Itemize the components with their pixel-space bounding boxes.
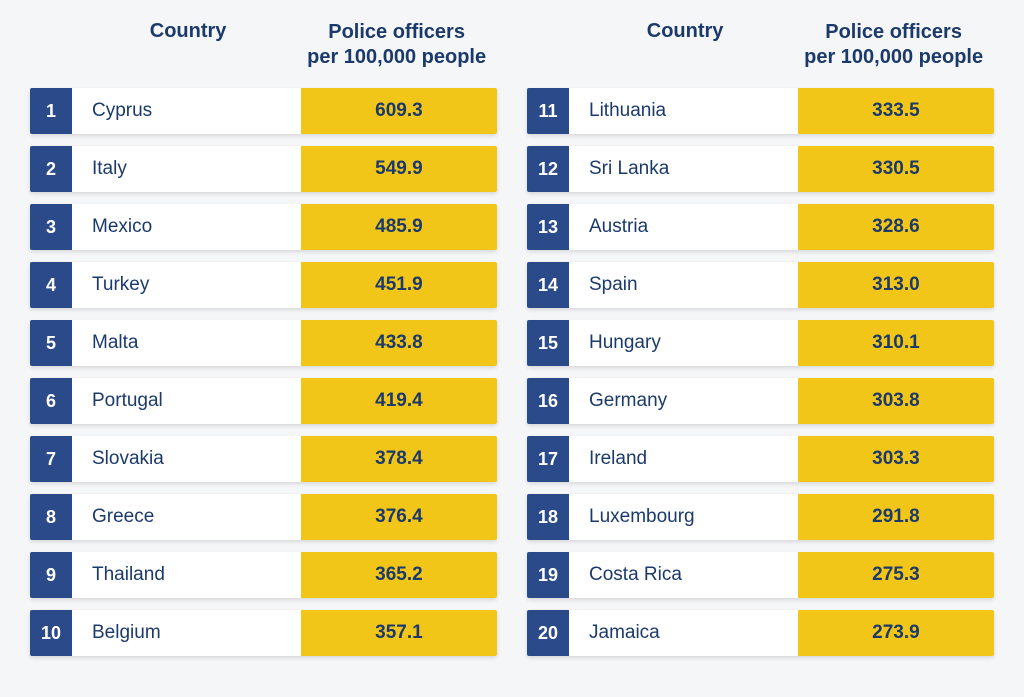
rank-cell: 4: [30, 262, 72, 308]
table-row: 15 Hungary 310.1: [527, 320, 994, 366]
table-container: Country Police officers per 100,000 peop…: [30, 20, 994, 677]
value-cell: 333.5: [798, 88, 994, 134]
rank-cell: 5: [30, 320, 72, 366]
rank-cell: 20: [527, 610, 569, 656]
value-cell: 433.8: [301, 320, 497, 366]
table-row: 1 Cyprus 609.3: [30, 88, 497, 134]
header-value-line1: Police officers: [825, 21, 962, 43]
country-cell: Sri Lanka: [569, 146, 798, 192]
rank-cell: 10: [30, 610, 72, 656]
table-row: 20 Jamaica 273.9: [527, 610, 994, 656]
rank-cell: 16: [527, 378, 569, 424]
column-header: Country Police officers per 100,000 peop…: [30, 20, 497, 70]
header-value-line2: per 100,000 people: [804, 46, 983, 68]
value-cell: 303.8: [798, 378, 994, 424]
rank-cell: 17: [527, 436, 569, 482]
value-cell: 378.4: [301, 436, 497, 482]
table-row: 19 Costa Rica 275.3: [527, 552, 994, 598]
table-row: 2 Italy 549.9: [30, 146, 497, 192]
table-row: 17 Ireland 303.3: [527, 436, 994, 482]
country-cell: Luxembourg: [569, 494, 798, 540]
table-row: 10 Belgium 357.1: [30, 610, 497, 656]
value-cell: 549.9: [301, 146, 497, 192]
table-row: 11 Lithuania 333.5: [527, 88, 994, 134]
country-cell: Italy: [72, 146, 301, 192]
value-cell: 313.0: [798, 262, 994, 308]
header-value-line1: Police officers: [328, 21, 465, 43]
value-cell: 330.5: [798, 146, 994, 192]
table-row: 18 Luxembourg 291.8: [527, 494, 994, 540]
value-cell: 451.9: [301, 262, 497, 308]
country-cell: Greece: [72, 494, 301, 540]
value-cell: 365.2: [301, 552, 497, 598]
value-cell: 273.9: [798, 610, 994, 656]
rank-cell: 11: [527, 88, 569, 134]
country-cell: Hungary: [569, 320, 798, 366]
value-cell: 291.8: [798, 494, 994, 540]
country-cell: Slovakia: [72, 436, 301, 482]
rank-cell: 12: [527, 146, 569, 192]
country-cell: Malta: [72, 320, 301, 366]
country-cell: Germany: [569, 378, 798, 424]
rank-cell: 7: [30, 436, 72, 482]
header-value-label: Police officers per 100,000 people: [300, 20, 493, 70]
rank-cell: 15: [527, 320, 569, 366]
country-cell: Lithuania: [569, 88, 798, 134]
value-cell: 609.3: [301, 88, 497, 134]
header-value-label: Police officers per 100,000 people: [797, 20, 990, 70]
country-cell: Mexico: [72, 204, 301, 250]
country-cell: Jamaica: [569, 610, 798, 656]
country-cell: Spain: [569, 262, 798, 308]
country-cell: Thailand: [72, 552, 301, 598]
rank-cell: 13: [527, 204, 569, 250]
table-row: 8 Greece 376.4: [30, 494, 497, 540]
country-cell: Costa Rica: [569, 552, 798, 598]
value-cell: 275.3: [798, 552, 994, 598]
table-row: 16 Germany 303.8: [527, 378, 994, 424]
header-country-label: Country: [34, 20, 300, 70]
country-cell: Belgium: [72, 610, 301, 656]
country-cell: Ireland: [569, 436, 798, 482]
column-header: Country Police officers per 100,000 peop…: [527, 20, 994, 70]
table-row: 14 Spain 313.0: [527, 262, 994, 308]
country-cell: Turkey: [72, 262, 301, 308]
rank-cell: 2: [30, 146, 72, 192]
rank-cell: 14: [527, 262, 569, 308]
table-row: 6 Portugal 419.4: [30, 378, 497, 424]
value-cell: 328.6: [798, 204, 994, 250]
table-row: 5 Malta 433.8: [30, 320, 497, 366]
table-row: 9 Thailand 365.2: [30, 552, 497, 598]
rank-cell: 3: [30, 204, 72, 250]
rank-cell: 9: [30, 552, 72, 598]
table-row: 12 Sri Lanka 330.5: [527, 146, 994, 192]
table-row: 13 Austria 328.6: [527, 204, 994, 250]
right-column: Country Police officers per 100,000 peop…: [527, 20, 994, 677]
rank-cell: 18: [527, 494, 569, 540]
rank-cell: 19: [527, 552, 569, 598]
table-row: 7 Slovakia 378.4: [30, 436, 497, 482]
country-cell: Portugal: [72, 378, 301, 424]
header-country-label: Country: [531, 20, 797, 70]
left-rows: 1 Cyprus 609.3 2 Italy 549.9 3 Mexico 48…: [30, 88, 497, 656]
left-column: Country Police officers per 100,000 peop…: [30, 20, 497, 677]
value-cell: 303.3: [798, 436, 994, 482]
value-cell: 485.9: [301, 204, 497, 250]
value-cell: 357.1: [301, 610, 497, 656]
header-value-line2: per 100,000 people: [307, 46, 486, 68]
rank-cell: 8: [30, 494, 72, 540]
country-cell: Cyprus: [72, 88, 301, 134]
table-row: 4 Turkey 451.9: [30, 262, 497, 308]
value-cell: 419.4: [301, 378, 497, 424]
rank-cell: 1: [30, 88, 72, 134]
value-cell: 376.4: [301, 494, 497, 540]
table-row: 3 Mexico 485.9: [30, 204, 497, 250]
country-cell: Austria: [569, 204, 798, 250]
value-cell: 310.1: [798, 320, 994, 366]
rank-cell: 6: [30, 378, 72, 424]
right-rows: 11 Lithuania 333.5 12 Sri Lanka 330.5 13…: [527, 88, 994, 656]
